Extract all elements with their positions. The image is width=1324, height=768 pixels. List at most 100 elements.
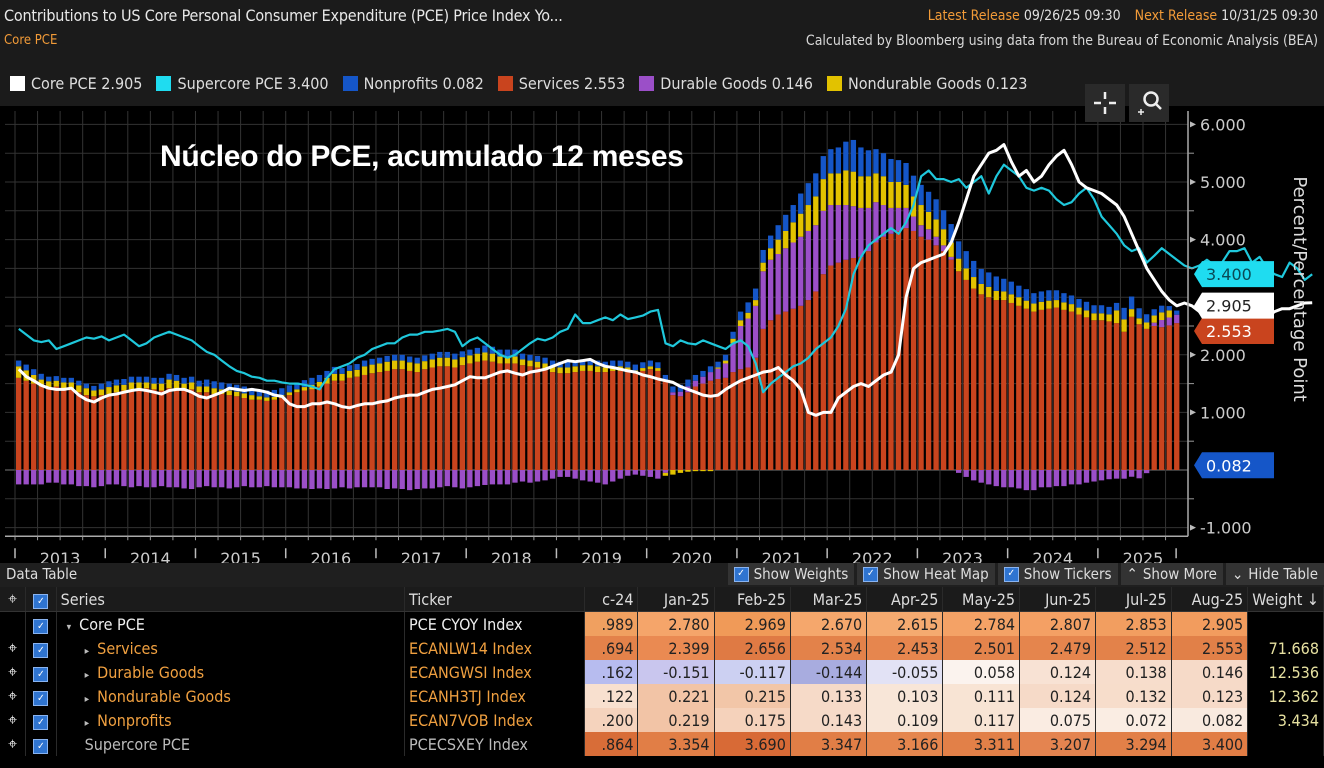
bar-nonprofits: [346, 365, 353, 371]
bar-services: [880, 236, 887, 470]
table-row[interactable]: ⌖ ✓ ▸ Nondurable Goods ECANH3TJ Index .122 0.2…: [0, 684, 1324, 708]
zoom-in-button[interactable]: [1129, 84, 1169, 122]
bar-nonprofits: [692, 374, 699, 381]
chevrons-up-icon: ⌃: [1126, 565, 1138, 583]
table-row[interactable]: ⌖ ✓ ▸ Durable Goods ECANGWSI Index .162 -0.151…: [0, 660, 1324, 684]
column-header-weight[interactable]: Weight ↓: [1247, 587, 1324, 612]
zoom-in-icon: [1138, 91, 1162, 115]
bar-durable-goods: [948, 256, 954, 260]
y-tick-label: -1.000: [1200, 519, 1252, 538]
bar-nondurable-goods: [1091, 313, 1097, 321]
table-row[interactable]: ⌖ ✓ ▸ Nonprofits ECAN7VOB Index .200 0.219 0.17…: [0, 708, 1324, 732]
column-header-ticker[interactable]: Ticker: [404, 587, 585, 612]
bar-nonprofits: [948, 224, 954, 243]
bar-nondurable-goods: [346, 370, 353, 378]
column-header-series[interactable]: Series: [56, 587, 406, 612]
bar-durable-goods: [1091, 470, 1097, 482]
table-row[interactable]: ✓ ▾ Core PCE PCE CYOY Index .989 2.780 2.969 2.…: [0, 611, 1324, 636]
bar-nonprofits: [768, 235, 774, 249]
series-name[interactable]: ▾ Core PCE: [56, 611, 406, 636]
value-cell: 0.082: [1171, 708, 1249, 732]
bar-services: [429, 367, 435, 470]
bar-nondurable-goods: [534, 361, 541, 368]
column-header-month[interactable]: May-25: [942, 587, 1021, 612]
bar-nonprofits: [1144, 314, 1150, 323]
legend-item-supercore-pce[interactable]: Supercore PCE 3.400: [156, 74, 329, 93]
series-name[interactable]: ▸ Nonprofits: [56, 708, 406, 732]
bar-services: [647, 369, 653, 470]
legend-item-nonprofits[interactable]: Nonprofits 0.082: [342, 74, 484, 93]
column-header-month[interactable]: c-24: [584, 587, 639, 612]
bar-nondurable-goods: [1113, 310, 1120, 324]
series-name[interactable]: Supercore PCE: [56, 732, 406, 756]
column-header-month[interactable]: Jun-25: [1019, 587, 1097, 612]
row-checkbox[interactable]: ✓: [25, 708, 57, 732]
pin-icon[interactable]: ⌖: [0, 708, 27, 732]
series-name[interactable]: ▸ Durable Goods: [56, 660, 406, 684]
bar-nondurable-goods: [790, 222, 796, 243]
bar-durable-goods: [745, 318, 751, 368]
chart-subtitle[interactable]: Core PCE: [4, 33, 58, 48]
crosshair-button[interactable]: [1085, 84, 1125, 122]
select-all-checkbox[interactable]: ✓: [25, 587, 57, 612]
bar-durable-goods: [369, 470, 375, 488]
row-checkbox[interactable]: ✓: [25, 660, 57, 684]
pin-icon[interactable]: ⌖: [0, 732, 27, 756]
row-checkbox[interactable]: ✓: [25, 611, 57, 636]
collapsed-caret-icon[interactable]: ▸: [84, 669, 90, 681]
bar-services: [978, 294, 984, 470]
value-cell: .989: [584, 611, 639, 636]
column-header-month[interactable]: Mar-25: [790, 587, 868, 612]
bar-services: [617, 370, 623, 470]
bar-durable-goods: [850, 206, 857, 259]
bar-nondurable-goods: [61, 382, 67, 389]
collapsed-caret-icon[interactable]: ▸: [84, 693, 90, 705]
pin-icon[interactable]: ⌖: [0, 684, 27, 708]
pin-icon[interactable]: ⌖: [0, 660, 27, 684]
column-header-month[interactable]: Apr-25: [866, 587, 944, 612]
legend-item-services[interactable]: Services 2.553: [497, 74, 625, 93]
weight-cell: 12.362: [1247, 684, 1324, 708]
column-header-month[interactable]: Feb-25: [714, 587, 791, 612]
bar-nonprofits: [805, 183, 811, 206]
bar-nondurable-goods: [211, 388, 217, 394]
hide-table-button[interactable]: ⌄ Hide Table: [1225, 563, 1324, 585]
bar-nondurable-goods: [1053, 300, 1060, 308]
column-header-month[interactable]: Jan-25: [637, 587, 715, 612]
collapsed-caret-icon[interactable]: ▸: [84, 645, 90, 657]
value-cell: 0.221: [637, 684, 715, 708]
bar-services: [121, 390, 127, 470]
bar-services: [610, 370, 616, 470]
pin-icon[interactable]: ⌖: [0, 636, 27, 660]
bar-services: [888, 233, 894, 470]
chart-plot[interactable]: 6.000 5.000 4.000 2.000 1.000 -1.000 Percent/P…: [0, 106, 1324, 563]
collapsed-caret-icon[interactable]: ▸: [84, 717, 90, 729]
bar-nonprofits: [940, 210, 947, 230]
bar-durable-goods: [617, 470, 623, 479]
row-checkbox[interactable]: ✓: [25, 636, 57, 660]
bar-durable-goods: [805, 230, 811, 301]
show-more-button[interactable]: ⌃ Show More: [1120, 563, 1223, 585]
legend-item-core-pce[interactable]: Core PCE 2.905: [10, 74, 142, 93]
series-name[interactable]: ▸ Services: [56, 636, 406, 660]
column-header-month[interactable]: Aug-25: [1171, 587, 1249, 612]
bar-nonprofits: [429, 353, 435, 360]
column-header-month[interactable]: Jul-25: [1095, 587, 1172, 612]
table-row[interactable]: ⌖ ✓ Supercore PCE PCECSXEY Index .864 3.354 3.…: [0, 732, 1324, 756]
show-tickers-toggle[interactable]: ✓ Show Tickers: [997, 563, 1118, 585]
table-row[interactable]: ⌖ ✓ ▸ Services ECANLW14 Index .694 2.399 2.656 2…: [0, 636, 1324, 660]
row-checkbox[interactable]: ✓: [25, 684, 57, 708]
series-name[interactable]: ▸ Nondurable Goods: [56, 684, 406, 708]
bar-services: [1031, 311, 1037, 470]
bar-nondurable-goods: [850, 171, 857, 207]
bar-services: [1098, 320, 1105, 470]
legend-item-durable-goods[interactable]: Durable Goods 0.146: [639, 74, 813, 93]
pin-all-icon[interactable]: ⌖: [0, 587, 27, 612]
button-label: Show Tickers: [1023, 565, 1112, 583]
expanded-caret-icon[interactable]: ▾: [66, 621, 72, 633]
legend-item-nondurable-goods[interactable]: Nondurable Goods 0.123: [826, 74, 1027, 93]
bar-nonprofits: [534, 355, 541, 362]
show-heat-map-toggle[interactable]: ✓ Show Heat Map: [857, 563, 995, 585]
show-weights-toggle[interactable]: ✓ Show Weights: [727, 563, 855, 585]
row-checkbox[interactable]: ✓: [25, 732, 57, 756]
